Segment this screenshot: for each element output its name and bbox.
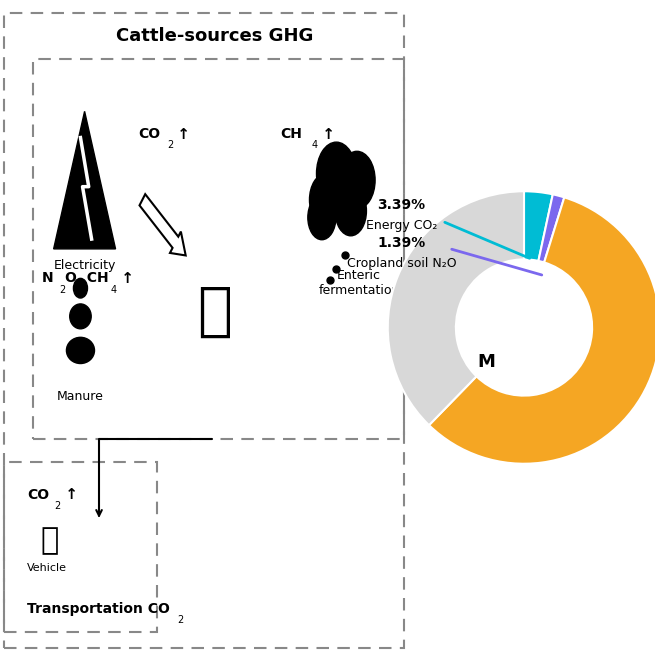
Text: Electricity: Electricity <box>54 259 116 272</box>
Text: Enteric
fermentation: Enteric fermentation <box>318 269 400 297</box>
Circle shape <box>335 186 366 236</box>
Ellipse shape <box>69 304 91 329</box>
Text: M: M <box>477 352 495 371</box>
Wedge shape <box>538 195 565 263</box>
Text: CO: CO <box>27 487 49 502</box>
Ellipse shape <box>73 278 88 298</box>
Polygon shape <box>54 111 115 249</box>
Text: 2: 2 <box>59 284 66 295</box>
Ellipse shape <box>66 337 94 364</box>
Text: Vehicle: Vehicle <box>27 563 67 573</box>
Circle shape <box>309 174 343 226</box>
Wedge shape <box>388 191 524 425</box>
Circle shape <box>308 195 336 240</box>
Text: 2: 2 <box>178 615 183 626</box>
Text: 1.39%: 1.39% <box>377 236 426 250</box>
Text: 🐄: 🐄 <box>197 282 232 340</box>
Text: 4: 4 <box>312 140 318 151</box>
Text: O, CH: O, CH <box>65 271 109 286</box>
Text: 🚛: 🚛 <box>41 526 59 555</box>
Text: CO: CO <box>138 127 160 141</box>
Text: 3.39%: 3.39% <box>377 198 426 212</box>
Text: ↑: ↑ <box>317 127 335 141</box>
Text: ↑: ↑ <box>115 271 134 286</box>
Text: CH: CH <box>280 127 303 141</box>
Text: N: N <box>41 271 53 286</box>
Text: ↑: ↑ <box>172 127 190 141</box>
Wedge shape <box>429 197 655 464</box>
Text: 4: 4 <box>111 284 117 295</box>
Text: ↑: ↑ <box>60 487 78 502</box>
Text: 2: 2 <box>54 500 61 511</box>
Text: Cattle-sources GHG: Cattle-sources GHG <box>116 27 313 45</box>
Text: Transportation CO: Transportation CO <box>27 602 170 616</box>
Wedge shape <box>524 191 553 261</box>
Circle shape <box>316 142 356 205</box>
FancyArrow shape <box>140 194 186 255</box>
Circle shape <box>339 151 375 209</box>
Text: 2: 2 <box>167 140 174 151</box>
Text: Energy CO₂: Energy CO₂ <box>365 219 437 232</box>
Text: Manure: Manure <box>57 390 104 403</box>
Text: Cropland soil N₂O: Cropland soil N₂O <box>346 257 456 270</box>
